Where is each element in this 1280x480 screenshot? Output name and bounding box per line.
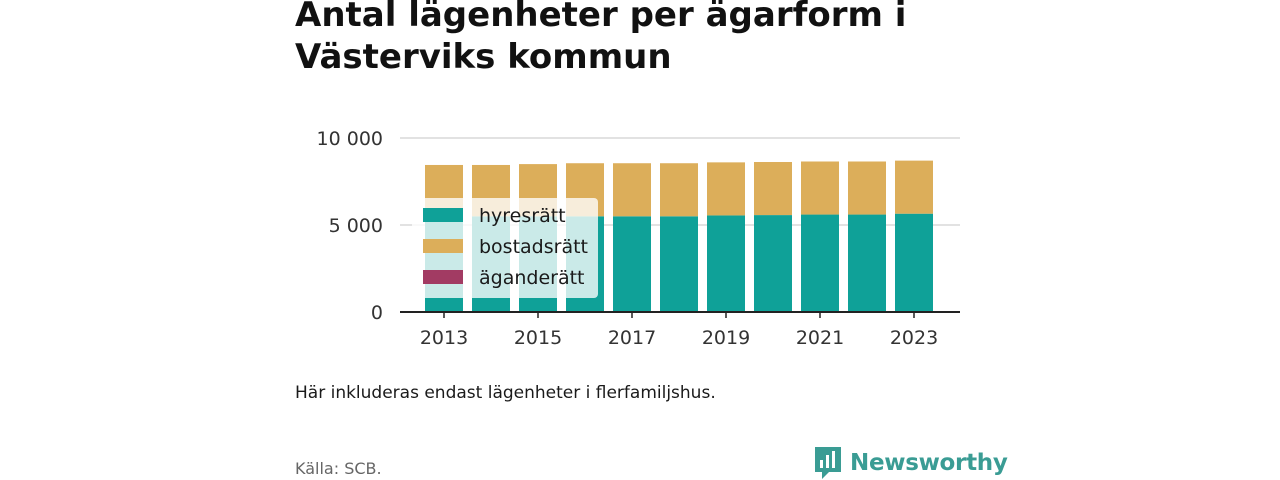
- legend-label-aganderatt: äganderätt: [479, 267, 585, 289]
- x-tick-label: 2019: [702, 327, 750, 349]
- source-text: Källa: SCB.: [295, 459, 382, 478]
- bar-hyresratt-2023: [895, 213, 933, 312]
- bar-bostadsratt-2018: [660, 163, 698, 217]
- x-tick-label: 2021: [796, 327, 844, 349]
- bar-bostadsratt-2021: [801, 161, 839, 215]
- bar-hyresratt-2021: [801, 214, 839, 312]
- newsworthy-logo-icon: [815, 447, 841, 479]
- bar-hyresratt-2022: [848, 214, 886, 312]
- legend-label-hyresratt: hyresrätt: [479, 205, 566, 227]
- bar-hyresratt-2017: [613, 216, 651, 312]
- bar-bostadsratt-2017: [613, 163, 651, 217]
- newsworthy-logo[interactable]: Newsworthy: [814, 446, 1008, 480]
- bar-bostadsratt-2022: [848, 161, 886, 215]
- bar-hyresratt-2020: [754, 215, 792, 312]
- legend-swatch-aganderatt: [423, 270, 463, 284]
- x-tick-label: 2013: [420, 327, 468, 349]
- x-tick-label: 2017: [608, 327, 656, 349]
- bar-bostadsratt-2023: [895, 160, 933, 214]
- bar-hyresratt-2019: [707, 215, 745, 312]
- chart-title: Antal lägenheter per ägarform i Västervi…: [295, 0, 907, 77]
- y-tick-label: 0: [371, 302, 383, 324]
- bar-bostadsratt-2020: [754, 162, 792, 216]
- y-tick-label: 10 000: [317, 128, 383, 150]
- x-tick-label: 2015: [514, 327, 562, 349]
- legend-label-bostadsratt: bostadsrätt: [479, 236, 588, 258]
- bar-bostadsratt-2019: [707, 162, 745, 216]
- chart-note: Här inkluderas endast lägenheter i flerf…: [295, 383, 716, 403]
- legend-swatch-bostadsratt: [423, 239, 463, 253]
- brand-name: Newsworthy: [850, 450, 1008, 476]
- legend-swatch-hyresratt: [423, 208, 463, 222]
- bar-hyresratt-2018: [660, 216, 698, 312]
- x-tick-label: 2023: [890, 327, 938, 349]
- y-tick-label: 5 000: [329, 215, 383, 237]
